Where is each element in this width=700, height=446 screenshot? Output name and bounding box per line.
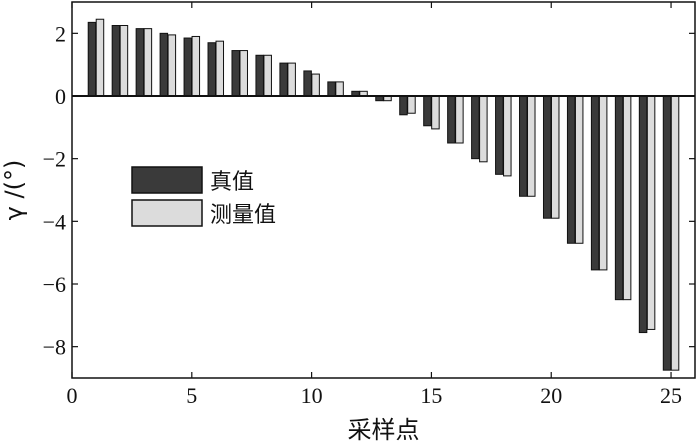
bar-measured-25: [670, 95, 680, 371]
bar-true-10: [303, 70, 312, 97]
bar-true-3: [135, 28, 145, 97]
bar-true-7: [231, 50, 240, 97]
bar-measured-3: [143, 28, 153, 97]
y-axis-label: γ /(°): [0, 160, 28, 221]
bar-true-1: [87, 21, 97, 97]
bar-true-4: [159, 32, 169, 97]
bar-measured-17: [479, 95, 488, 163]
bar-true-8: [255, 54, 264, 97]
legend-swatch-measured: [131, 199, 203, 227]
bar-true-14: [399, 95, 408, 116]
bar-true-2: [111, 25, 121, 97]
y-tick-label--2: −2: [43, 147, 66, 172]
bar-measured-24: [646, 95, 656, 330]
x-tick-label-0: 0: [67, 383, 78, 408]
bar-true-23: [614, 95, 624, 301]
bar-true-5: [183, 37, 193, 97]
bar-measured-18: [503, 95, 512, 177]
bar-true-18: [495, 95, 504, 175]
bar-measured-8: [263, 54, 272, 97]
bar-true-6: [207, 42, 217, 97]
bar-true-15: [423, 95, 432, 127]
legend-swatch-true: [131, 166, 203, 194]
bar-measured-23: [622, 95, 632, 301]
bar-true-24: [638, 95, 648, 334]
bar-measured-5: [191, 35, 201, 97]
bar-true-17: [471, 95, 480, 160]
bar-measured-10: [311, 73, 320, 97]
x-tick-label-10: 10: [301, 383, 323, 408]
y-tick-label--6: −6: [43, 272, 66, 297]
bar-measured-7: [239, 50, 248, 97]
y-tick-label-2: 2: [55, 21, 66, 46]
y-tick-label--4: −4: [43, 209, 66, 234]
x-tick-label-25: 25: [660, 383, 682, 408]
bar-measured-9: [287, 62, 296, 97]
bar-measured-16: [455, 95, 464, 144]
x-tick-label-15: 15: [420, 383, 442, 408]
bar-measured-1: [95, 18, 105, 97]
y-tick-label-0: 0: [55, 84, 66, 109]
bar-measured-2: [119, 25, 129, 97]
legend-label-true: 真值: [210, 170, 254, 195]
bar-true-21: [566, 95, 576, 244]
bar-true-25: [662, 95, 672, 371]
bar-true-16: [447, 95, 456, 144]
bar-true-9: [279, 62, 288, 97]
bar-true-11: [327, 81, 336, 97]
bar-true-20: [542, 95, 552, 219]
bar-measured-11: [335, 81, 344, 97]
bar-measured-6: [215, 40, 225, 97]
x-tick-label-5: 5: [186, 383, 197, 408]
bar-measured-19: [527, 95, 536, 197]
bar-true-19: [519, 95, 528, 197]
bars: [87, 18, 680, 371]
bar-measured-21: [574, 95, 584, 244]
plot-frame: [71, 1, 696, 379]
bar-measured-15: [431, 95, 440, 130]
bar-measured-14: [407, 95, 416, 114]
bar-measured-20: [550, 95, 560, 219]
bar-measured-4: [167, 34, 177, 97]
bar-true-22: [590, 95, 600, 271]
bar-measured-22: [598, 95, 608, 271]
x-axis-label: 采样点: [348, 416, 420, 444]
y-tick-label--8: −8: [43, 335, 66, 360]
legend-label-measured: 测量值: [210, 203, 276, 228]
x-tick-label-20: 20: [540, 383, 562, 408]
